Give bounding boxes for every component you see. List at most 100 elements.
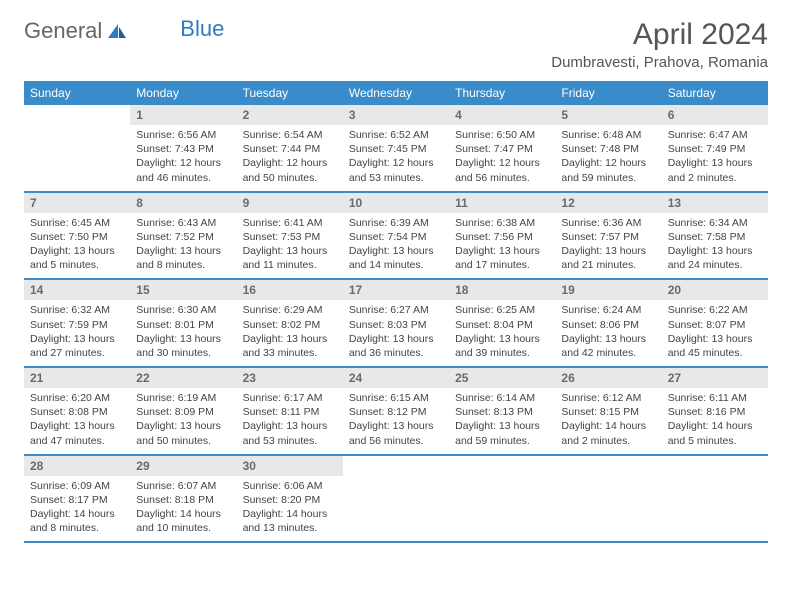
day-details: Sunrise: 6:36 AMSunset: 7:57 PMDaylight:… xyxy=(555,213,661,279)
day-number: 4 xyxy=(449,105,555,125)
calendar-day-cell xyxy=(343,455,449,543)
sunset-text: Sunset: 7:50 PM xyxy=(30,230,124,244)
day-number: 5 xyxy=(555,105,661,125)
day-number: 29 xyxy=(130,456,236,476)
calendar-day-cell: 19Sunrise: 6:24 AMSunset: 8:06 PMDayligh… xyxy=(555,279,661,367)
daylight-text: Daylight: 13 hours and 24 minutes. xyxy=(668,244,762,272)
sunrise-text: Sunrise: 6:54 AM xyxy=(243,128,337,142)
sail-icon xyxy=(106,22,128,40)
brand-part1: General xyxy=(24,18,102,44)
daylight-text: Daylight: 12 hours and 53 minutes. xyxy=(349,156,443,184)
daylight-text: Daylight: 13 hours and 30 minutes. xyxy=(136,332,230,360)
day-number: 30 xyxy=(237,456,343,476)
sunset-text: Sunset: 7:56 PM xyxy=(455,230,549,244)
day-details: Sunrise: 6:15 AMSunset: 8:12 PMDaylight:… xyxy=(343,388,449,454)
daylight-text: Daylight: 14 hours and 5 minutes. xyxy=(668,419,762,447)
calendar-body: 1Sunrise: 6:56 AMSunset: 7:43 PMDaylight… xyxy=(24,105,768,542)
daylight-text: Daylight: 13 hours and 2 minutes. xyxy=(668,156,762,184)
sunset-text: Sunset: 8:04 PM xyxy=(455,318,549,332)
day-details: Sunrise: 6:34 AMSunset: 7:58 PMDaylight:… xyxy=(662,213,768,279)
day-number: 26 xyxy=(555,368,661,388)
day-details: Sunrise: 6:41 AMSunset: 7:53 PMDaylight:… xyxy=(237,213,343,279)
sunset-text: Sunset: 7:48 PM xyxy=(561,142,655,156)
sunset-text: Sunset: 8:06 PM xyxy=(561,318,655,332)
day-details: Sunrise: 6:07 AMSunset: 8:18 PMDaylight:… xyxy=(130,476,236,542)
day-details xyxy=(662,462,768,520)
daylight-text: Daylight: 13 hours and 5 minutes. xyxy=(30,244,124,272)
sunset-text: Sunset: 8:02 PM xyxy=(243,318,337,332)
day-details xyxy=(343,462,449,520)
daylight-text: Daylight: 12 hours and 50 minutes. xyxy=(243,156,337,184)
day-details: Sunrise: 6:50 AMSunset: 7:47 PMDaylight:… xyxy=(449,125,555,191)
daylight-text: Daylight: 13 hours and 27 minutes. xyxy=(30,332,124,360)
day-details: Sunrise: 6:48 AMSunset: 7:48 PMDaylight:… xyxy=(555,125,661,191)
sunrise-text: Sunrise: 6:36 AM xyxy=(561,216,655,230)
daylight-text: Daylight: 13 hours and 21 minutes. xyxy=(561,244,655,272)
day-details: Sunrise: 6:12 AMSunset: 8:15 PMDaylight:… xyxy=(555,388,661,454)
calendar-day-cell: 20Sunrise: 6:22 AMSunset: 8:07 PMDayligh… xyxy=(662,279,768,367)
calendar-day-cell: 21Sunrise: 6:20 AMSunset: 8:08 PMDayligh… xyxy=(24,367,130,455)
sunrise-text: Sunrise: 6:20 AM xyxy=(30,391,124,405)
day-number: 1 xyxy=(130,105,236,125)
day-number: 21 xyxy=(24,368,130,388)
daylight-text: Daylight: 13 hours and 8 minutes. xyxy=(136,244,230,272)
sunset-text: Sunset: 8:09 PM xyxy=(136,405,230,419)
daylight-text: Daylight: 14 hours and 13 minutes. xyxy=(243,507,337,535)
daylight-text: Daylight: 13 hours and 50 minutes. xyxy=(136,419,230,447)
day-details: Sunrise: 6:54 AMSunset: 7:44 PMDaylight:… xyxy=(237,125,343,191)
calendar-day-cell: 12Sunrise: 6:36 AMSunset: 7:57 PMDayligh… xyxy=(555,192,661,280)
sunrise-text: Sunrise: 6:17 AM xyxy=(243,391,337,405)
calendar-day-cell: 2Sunrise: 6:54 AMSunset: 7:44 PMDaylight… xyxy=(237,105,343,192)
day-details: Sunrise: 6:09 AMSunset: 8:17 PMDaylight:… xyxy=(24,476,130,542)
daylight-text: Daylight: 13 hours and 11 minutes. xyxy=(243,244,337,272)
calendar-day-cell: 25Sunrise: 6:14 AMSunset: 8:13 PMDayligh… xyxy=(449,367,555,455)
day-details: Sunrise: 6:25 AMSunset: 8:04 PMDaylight:… xyxy=(449,300,555,366)
day-details xyxy=(449,462,555,520)
daylight-text: Daylight: 13 hours and 39 minutes. xyxy=(455,332,549,360)
weekday-header: Monday xyxy=(130,81,236,105)
brand-logo: General Blue xyxy=(24,18,224,44)
sunset-text: Sunset: 8:20 PM xyxy=(243,493,337,507)
day-details: Sunrise: 6:14 AMSunset: 8:13 PMDaylight:… xyxy=(449,388,555,454)
sunset-text: Sunset: 8:08 PM xyxy=(30,405,124,419)
sunrise-text: Sunrise: 6:22 AM xyxy=(668,303,762,317)
calendar-week-row: 1Sunrise: 6:56 AMSunset: 7:43 PMDaylight… xyxy=(24,105,768,192)
day-details: Sunrise: 6:27 AMSunset: 8:03 PMDaylight:… xyxy=(343,300,449,366)
day-details: Sunrise: 6:22 AMSunset: 8:07 PMDaylight:… xyxy=(662,300,768,366)
day-details: Sunrise: 6:19 AMSunset: 8:09 PMDaylight:… xyxy=(130,388,236,454)
daylight-text: Daylight: 14 hours and 10 minutes. xyxy=(136,507,230,535)
day-number: 23 xyxy=(237,368,343,388)
weekday-header: Thursday xyxy=(449,81,555,105)
daylight-text: Daylight: 14 hours and 2 minutes. xyxy=(561,419,655,447)
sunset-text: Sunset: 8:03 PM xyxy=(349,318,443,332)
day-details: Sunrise: 6:30 AMSunset: 8:01 PMDaylight:… xyxy=(130,300,236,366)
calendar-day-cell: 10Sunrise: 6:39 AMSunset: 7:54 PMDayligh… xyxy=(343,192,449,280)
daylight-text: Daylight: 13 hours and 59 minutes. xyxy=(455,419,549,447)
day-details: Sunrise: 6:47 AMSunset: 7:49 PMDaylight:… xyxy=(662,125,768,191)
calendar-day-cell xyxy=(449,455,555,543)
day-number: 19 xyxy=(555,280,661,300)
sunrise-text: Sunrise: 6:09 AM xyxy=(30,479,124,493)
day-number: 22 xyxy=(130,368,236,388)
daylight-text: Daylight: 12 hours and 46 minutes. xyxy=(136,156,230,184)
calendar-day-cell: 28Sunrise: 6:09 AMSunset: 8:17 PMDayligh… xyxy=(24,455,130,543)
day-details: Sunrise: 6:45 AMSunset: 7:50 PMDaylight:… xyxy=(24,213,130,279)
sunrise-text: Sunrise: 6:27 AM xyxy=(349,303,443,317)
day-details: Sunrise: 6:43 AMSunset: 7:52 PMDaylight:… xyxy=(130,213,236,279)
day-details xyxy=(555,462,661,520)
calendar-day-cell: 13Sunrise: 6:34 AMSunset: 7:58 PMDayligh… xyxy=(662,192,768,280)
calendar-day-cell: 14Sunrise: 6:32 AMSunset: 7:59 PMDayligh… xyxy=(24,279,130,367)
daylight-text: Daylight: 13 hours and 33 minutes. xyxy=(243,332,337,360)
weekday-header: Friday xyxy=(555,81,661,105)
sunrise-text: Sunrise: 6:56 AM xyxy=(136,128,230,142)
day-number: 10 xyxy=(343,193,449,213)
sunrise-text: Sunrise: 6:41 AM xyxy=(243,216,337,230)
sunrise-text: Sunrise: 6:39 AM xyxy=(349,216,443,230)
weekday-header-row: SundayMondayTuesdayWednesdayThursdayFrid… xyxy=(24,81,768,105)
sunset-text: Sunset: 8:17 PM xyxy=(30,493,124,507)
sunrise-text: Sunrise: 6:30 AM xyxy=(136,303,230,317)
day-number: 13 xyxy=(662,193,768,213)
sunset-text: Sunset: 8:18 PM xyxy=(136,493,230,507)
day-number: 20 xyxy=(662,280,768,300)
calendar-week-row: 7Sunrise: 6:45 AMSunset: 7:50 PMDaylight… xyxy=(24,192,768,280)
